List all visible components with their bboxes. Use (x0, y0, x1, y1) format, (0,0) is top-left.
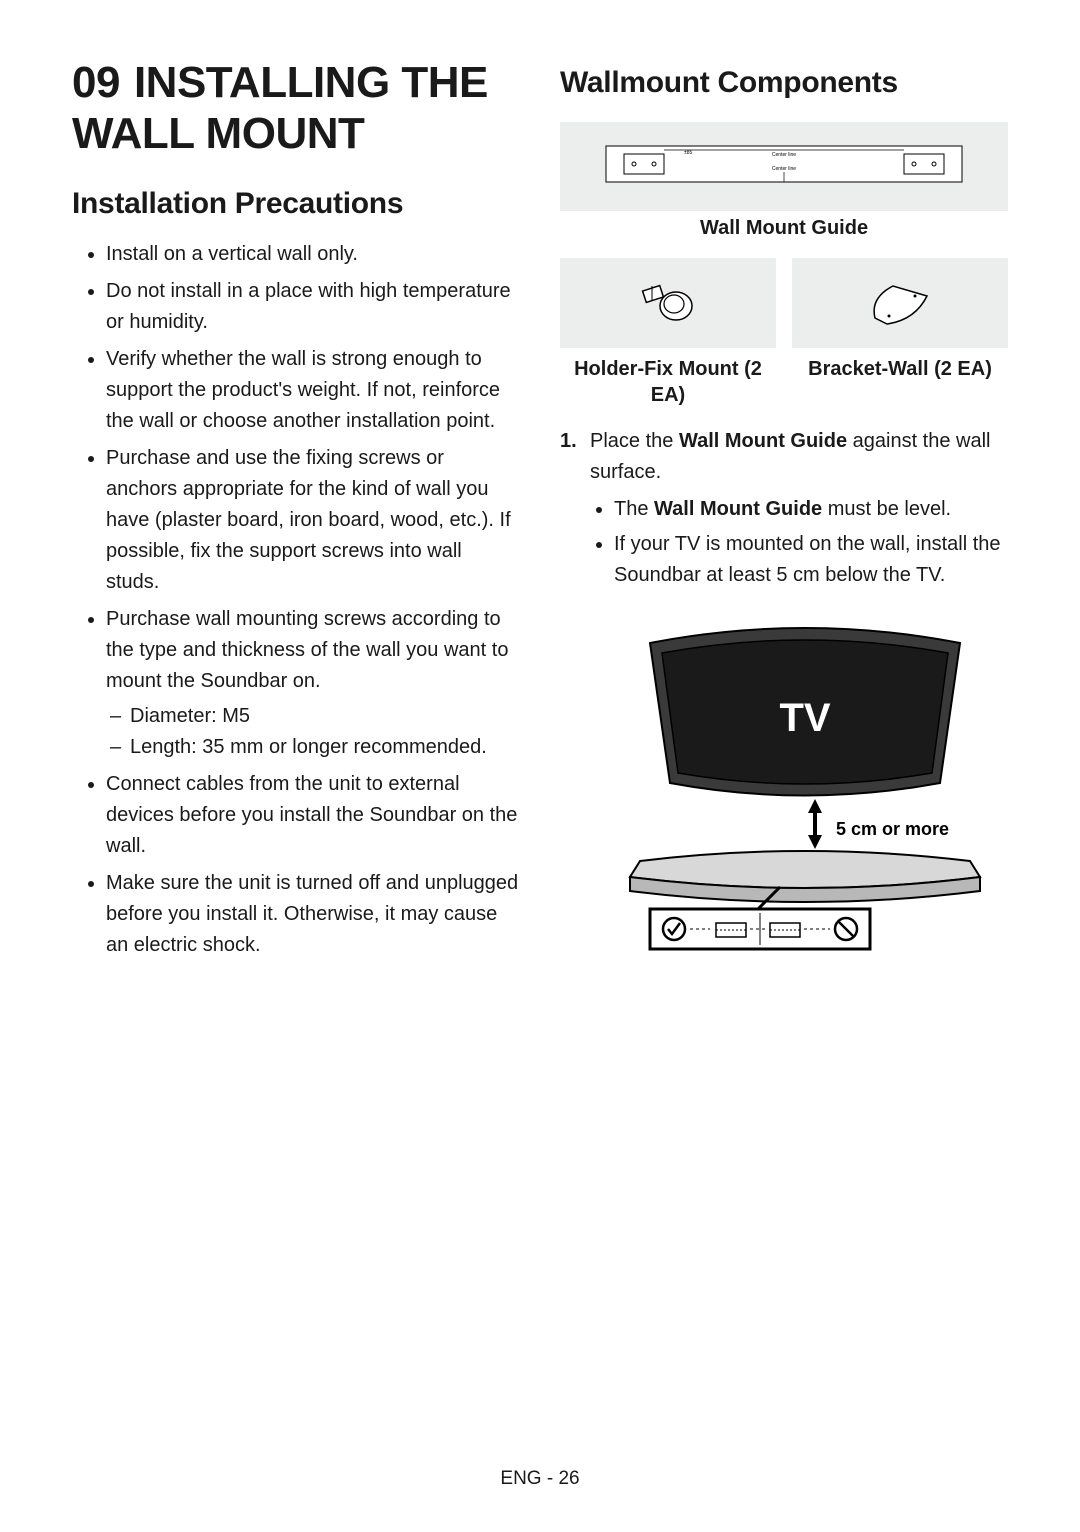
svg-text:Center line: Center line (772, 166, 796, 172)
chapter-title: 09INSTALLING THE WALL MOUNT (72, 58, 520, 159)
screw-spec-list: Diameter: M5 Length: 35 mm or longer rec… (106, 701, 520, 763)
step-1: Place the Wall Mount Guide against the w… (560, 426, 1008, 963)
bracket-wall-icon (865, 278, 935, 328)
step-1-text-prefix: Place the (590, 430, 679, 452)
bracket-wall-label: Bracket-Wall (2 EA) (792, 356, 1008, 382)
step-1-sub-item: The Wall Mount Guide must be level. (614, 494, 1008, 525)
precaution-item: Verify whether the wall is strong enough… (106, 344, 520, 437)
precaution-item: Install on a vertical wall only. (106, 239, 520, 270)
precaution-item: Purchase and use the fixing screws or an… (106, 443, 520, 598)
holder-fix-icon (638, 278, 698, 328)
section-precautions-title: Installation Precautions (72, 187, 520, 221)
screw-spec: Diameter: M5 (130, 701, 520, 732)
bracket-wall-figure (792, 258, 1008, 348)
chapter-number: 09 (72, 58, 120, 107)
precaution-text: Purchase wall mounting screws according … (106, 608, 508, 692)
svg-text:±85: ±85 (684, 150, 693, 156)
holder-fix-label: Holder-Fix Mount (2 EA) (560, 356, 776, 408)
screw-spec: Length: 35 mm or longer recommended. (130, 732, 520, 763)
precaution-item: Purchase wall mounting screws according … (106, 604, 520, 763)
precaution-item: Do not install in a place with high temp… (106, 276, 520, 338)
wall-mount-guide-figure: Center line Center line ±85 (560, 122, 1008, 211)
precautions-list: Install on a vertical wall only. Do not … (72, 239, 520, 961)
step-1-text-bold: Wall Mount Guide (679, 430, 847, 452)
tv-label: TV (779, 696, 830, 740)
precaution-item: Connect cables from the unit to external… (106, 769, 520, 862)
svg-text:Center line: Center line (772, 152, 796, 158)
section-components-title: Wallmount Components (560, 66, 1008, 100)
precaution-item: Make sure the unit is turned off and unp… (106, 868, 520, 961)
step-1-sub-item: If your TV is mounted on the wall, insta… (614, 529, 1008, 591)
gap-label: 5 cm or more (836, 819, 949, 839)
step-1-sublist: The Wall Mount Guide must be level. If y… (590, 494, 1008, 591)
tv-soundbar-diagram: TV 5 cm or more (620, 613, 990, 953)
wall-mount-guide-label: Wall Mount Guide (560, 217, 1008, 240)
install-steps: Place the Wall Mount Guide against the w… (560, 426, 1008, 963)
chapter-title-text: INSTALLING THE WALL MOUNT (72, 58, 488, 158)
page-footer: ENG - 26 (0, 1468, 1080, 1490)
holder-fix-figure (560, 258, 776, 348)
wall-mount-guide-icon: Center line Center line ±85 (572, 140, 996, 188)
